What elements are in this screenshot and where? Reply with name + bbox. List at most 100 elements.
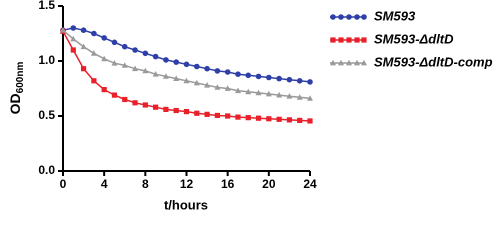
marker bbox=[162, 73, 169, 79]
marker bbox=[132, 47, 138, 53]
marker bbox=[183, 61, 190, 68]
marker bbox=[296, 94, 303, 100]
marker bbox=[121, 62, 128, 68]
marker bbox=[173, 59, 180, 65]
legend-marker bbox=[330, 37, 336, 43]
legend-label: SM593-ΔdltD-comp bbox=[374, 54, 493, 69]
marker bbox=[255, 89, 262, 96]
marker bbox=[142, 67, 149, 74]
legend-marker bbox=[346, 59, 352, 66]
marker bbox=[235, 114, 241, 120]
x-tick-label: 20 bbox=[262, 177, 276, 191]
x-tick-label: 12 bbox=[180, 177, 194, 191]
series-line bbox=[62, 27, 311, 83]
marker bbox=[173, 75, 180, 81]
legend-marker bbox=[361, 14, 367, 20]
marker bbox=[91, 78, 97, 84]
marker bbox=[183, 109, 190, 115]
legend-label: SM593-ΔdltD bbox=[374, 31, 454, 46]
marker bbox=[70, 35, 77, 42]
marker bbox=[265, 90, 272, 97]
marker bbox=[80, 27, 87, 33]
legend-marker bbox=[354, 37, 360, 43]
marker bbox=[153, 104, 159, 110]
marker bbox=[245, 115, 251, 121]
marker bbox=[296, 78, 303, 84]
x-tick-label: 24 bbox=[303, 177, 317, 191]
marker bbox=[121, 43, 128, 50]
marker bbox=[152, 53, 159, 60]
marker bbox=[142, 102, 148, 108]
y-tick-label: 0.0 bbox=[38, 163, 55, 177]
legend-marker bbox=[338, 37, 344, 43]
marker bbox=[60, 27, 66, 33]
marker bbox=[297, 117, 303, 123]
marker bbox=[152, 71, 159, 77]
marker bbox=[204, 111, 210, 117]
legend-marker bbox=[361, 37, 367, 43]
legend-marker bbox=[354, 14, 360, 20]
marker bbox=[255, 73, 262, 80]
marker bbox=[163, 106, 169, 112]
marker bbox=[111, 39, 118, 46]
chart: t/hours OD600nm 0.0 0.5 1.0 1.5 0 4 8 12 16 20 24 S… bbox=[7, 0, 493, 212]
marker bbox=[183, 77, 190, 84]
marker bbox=[91, 30, 97, 37]
marker bbox=[224, 69, 231, 75]
legend-marker bbox=[330, 59, 336, 66]
marker bbox=[122, 96, 128, 103]
x-tick-label: 8 bbox=[142, 177, 149, 191]
y-tick-label: 0.5 bbox=[38, 108, 55, 122]
legend-marker bbox=[338, 14, 344, 20]
marker bbox=[90, 50, 97, 56]
marker bbox=[194, 110, 200, 116]
marker bbox=[70, 25, 77, 31]
marker bbox=[214, 68, 221, 74]
legend-marker bbox=[361, 59, 367, 66]
marker bbox=[214, 84, 221, 90]
marker bbox=[225, 113, 231, 119]
marker bbox=[245, 72, 252, 79]
legend-label: SM593 bbox=[374, 8, 416, 23]
legend-marker bbox=[330, 14, 336, 20]
marker bbox=[204, 82, 211, 88]
x-tick-label: 16 bbox=[221, 177, 235, 191]
marker bbox=[276, 75, 282, 82]
legend-marker bbox=[338, 59, 344, 66]
marker bbox=[163, 57, 169, 63]
marker bbox=[193, 79, 200, 86]
marker bbox=[234, 87, 241, 94]
marker bbox=[214, 112, 220, 119]
marker bbox=[80, 43, 87, 50]
y-axis-label-subscript: 600nm bbox=[15, 62, 26, 94]
x-axis-label: t/hours bbox=[164, 197, 208, 212]
y-axis-label-main: OD bbox=[7, 93, 23, 114]
marker bbox=[245, 88, 252, 95]
marker bbox=[111, 60, 118, 66]
marker bbox=[80, 66, 87, 72]
marker bbox=[173, 107, 179, 114]
marker bbox=[266, 116, 272, 122]
marker bbox=[235, 71, 241, 77]
legend-marker bbox=[354, 59, 360, 66]
marker bbox=[286, 93, 293, 99]
marker bbox=[307, 95, 313, 101]
marker bbox=[307, 118, 313, 124]
y-tick-label: 1.0 bbox=[38, 53, 55, 67]
marker bbox=[101, 55, 108, 62]
marker bbox=[224, 85, 231, 91]
marker bbox=[276, 116, 282, 122]
marker bbox=[193, 63, 200, 70]
marker bbox=[70, 47, 76, 53]
marker bbox=[101, 87, 107, 93]
marker bbox=[255, 115, 262, 121]
series-line bbox=[62, 30, 311, 122]
marker bbox=[142, 50, 149, 57]
marker bbox=[307, 79, 313, 85]
legend-marker bbox=[346, 14, 352, 20]
x-tick-label: 4 bbox=[101, 177, 108, 191]
marker bbox=[276, 91, 283, 98]
marker bbox=[132, 65, 139, 72]
marker bbox=[204, 65, 210, 72]
marker bbox=[286, 76, 293, 83]
